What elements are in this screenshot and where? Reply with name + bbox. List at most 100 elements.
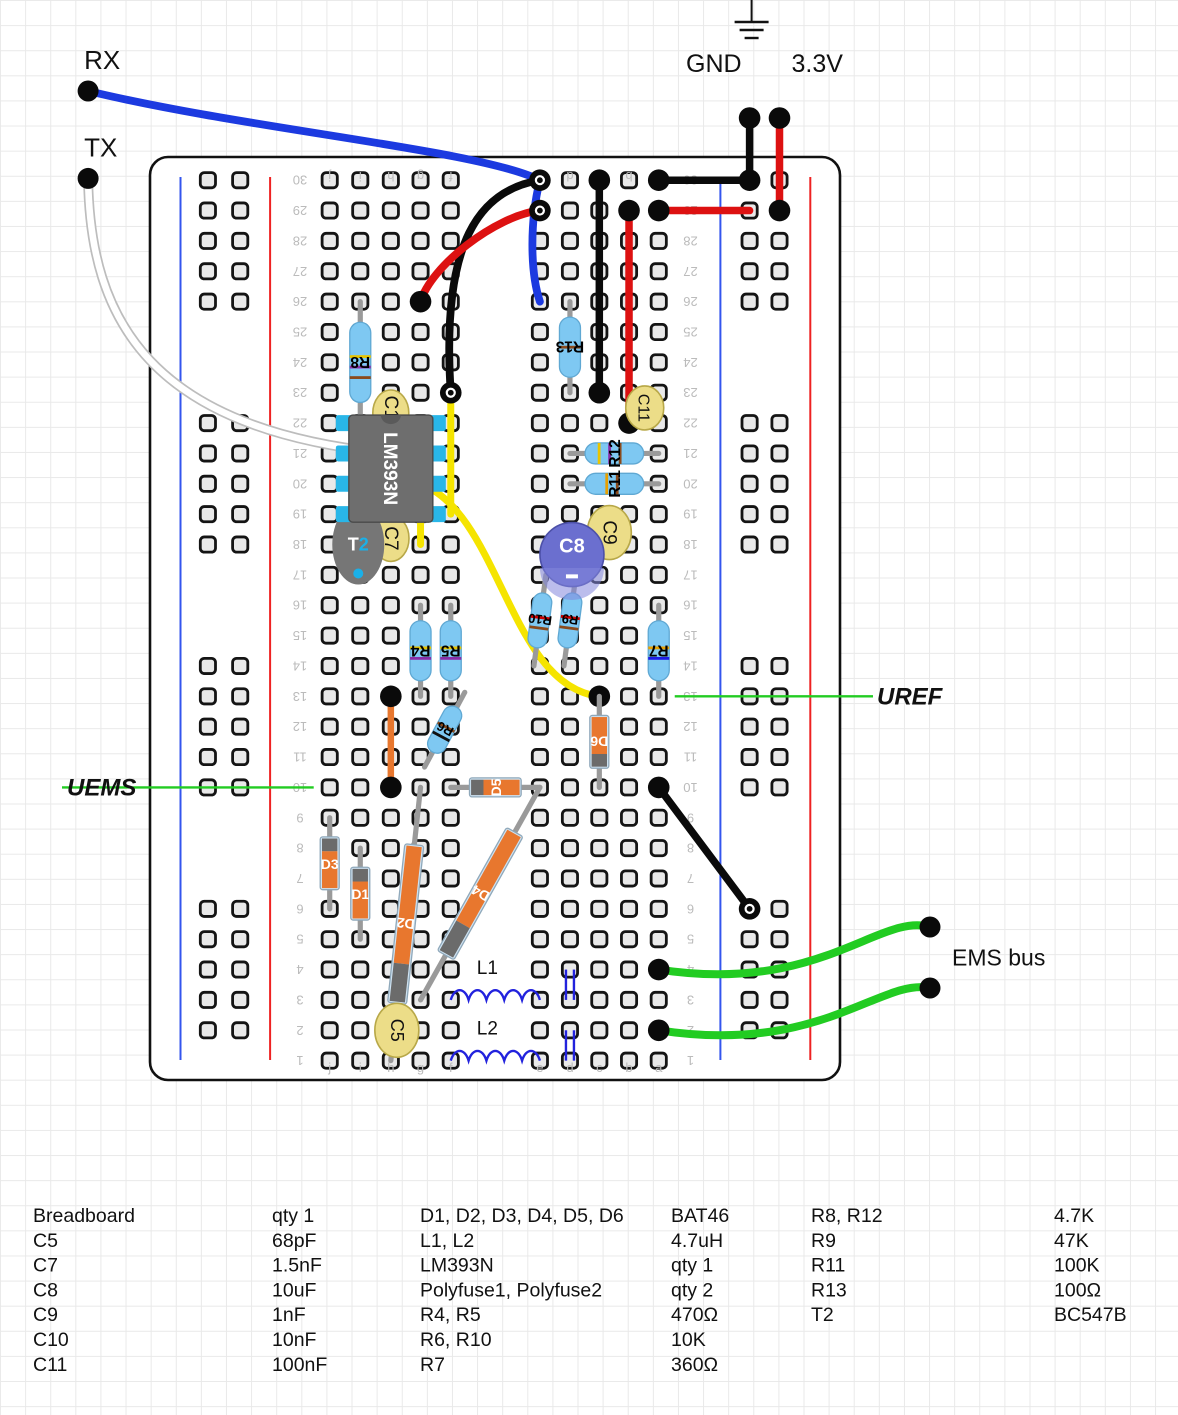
svg-text:T2: T2 — [811, 1304, 834, 1326]
svg-text:6: 6 — [687, 901, 694, 916]
svg-text:UREF: UREF — [877, 683, 944, 710]
svg-text:Polyfuse1, Polyfuse2: Polyfuse1, Polyfuse2 — [420, 1279, 602, 1301]
svg-text:h: h — [387, 169, 394, 184]
svg-text:5: 5 — [296, 932, 303, 947]
svg-text:e: e — [536, 1060, 543, 1075]
svg-text:10uF: 10uF — [272, 1279, 317, 1301]
svg-text:C10: C10 — [33, 1329, 69, 1351]
svg-text:7: 7 — [687, 871, 694, 886]
svg-text:R7: R7 — [420, 1354, 445, 1376]
svg-text:22: 22 — [683, 416, 697, 431]
svg-text:R13: R13 — [811, 1279, 847, 1301]
svg-text:a: a — [655, 1060, 663, 1075]
svg-text:22: 22 — [293, 416, 307, 431]
svg-text:D5: D5 — [488, 778, 504, 796]
svg-text:RX: RX — [84, 45, 120, 75]
svg-text:LM393N: LM393N — [420, 1255, 494, 1277]
svg-text:11: 11 — [684, 750, 698, 765]
svg-text:11: 11 — [293, 750, 307, 765]
svg-text:28: 28 — [683, 233, 697, 248]
svg-text:TX: TX — [84, 132, 117, 162]
svg-text:6: 6 — [296, 901, 303, 916]
svg-text:R11: R11 — [811, 1255, 845, 1277]
svg-text:R4, R5: R4, R5 — [420, 1304, 481, 1326]
svg-text:4.7K: 4.7K — [1054, 1205, 1094, 1227]
svg-text:C7: C7 — [33, 1255, 58, 1277]
svg-text:360Ω: 360Ω — [671, 1354, 718, 1376]
svg-text:f: f — [449, 1060, 453, 1075]
svg-text:26: 26 — [293, 294, 307, 309]
svg-text:14: 14 — [293, 658, 307, 673]
svg-text:d: d — [566, 169, 573, 184]
svg-text:12: 12 — [683, 719, 697, 734]
svg-text:i: i — [359, 1060, 362, 1075]
svg-text:1nF: 1nF — [272, 1304, 306, 1326]
svg-text:R11: R11 — [607, 470, 624, 498]
svg-text:g: g — [417, 1060, 424, 1075]
svg-text:7: 7 — [296, 871, 303, 886]
svg-text:R9: R9 — [811, 1230, 836, 1252]
svg-text:14: 14 — [683, 658, 697, 673]
svg-text:47K: 47K — [1054, 1230, 1089, 1252]
svg-text:D1: D1 — [351, 886, 369, 902]
svg-text:R12: R12 — [607, 439, 624, 467]
svg-text:2: 2 — [296, 1023, 303, 1038]
svg-text:C8: C8 — [33, 1279, 58, 1301]
svg-text:470Ω: 470Ω — [671, 1304, 718, 1326]
svg-text:18: 18 — [683, 537, 697, 552]
svg-text:18: 18 — [293, 537, 307, 552]
svg-text:23: 23 — [293, 385, 307, 400]
svg-text:EMS bus: EMS bus — [952, 945, 1045, 971]
svg-text:23: 23 — [683, 385, 697, 400]
svg-text:C8: C8 — [559, 536, 585, 558]
svg-text:d: d — [566, 1060, 573, 1075]
svg-text:27: 27 — [293, 264, 307, 279]
svg-text:L1, L2: L1, L2 — [420, 1230, 474, 1252]
svg-text:b: b — [625, 169, 632, 184]
svg-text:29: 29 — [293, 203, 307, 218]
svg-text:3.3V: 3.3V — [792, 50, 844, 78]
svg-text:30: 30 — [293, 173, 307, 188]
svg-text:17: 17 — [683, 567, 697, 582]
svg-text:100Ω: 100Ω — [1054, 1279, 1101, 1301]
svg-text:1: 1 — [296, 1053, 303, 1068]
svg-text:R8, R12: R8, R12 — [811, 1205, 883, 1227]
svg-text:26: 26 — [683, 294, 697, 309]
svg-text:LM393N: LM393N — [379, 432, 400, 505]
svg-text:24: 24 — [683, 355, 697, 370]
svg-text:13: 13 — [293, 689, 307, 704]
svg-text:C11: C11 — [635, 394, 652, 422]
svg-text:19: 19 — [683, 507, 697, 522]
svg-text:15: 15 — [293, 628, 307, 643]
svg-text:R4: R4 — [410, 641, 430, 658]
svg-text:R10: R10 — [527, 610, 553, 628]
svg-text:qty 1: qty 1 — [272, 1205, 314, 1227]
svg-text:1: 1 — [687, 1053, 694, 1068]
svg-text:100K: 100K — [1054, 1255, 1100, 1277]
svg-text:10nF: 10nF — [272, 1329, 317, 1351]
svg-text:16: 16 — [293, 598, 307, 613]
svg-text:R13: R13 — [555, 338, 584, 355]
svg-text:j: j — [327, 1060, 331, 1075]
svg-text:20: 20 — [293, 476, 307, 491]
svg-text:100nF: 100nF — [272, 1354, 327, 1376]
svg-text:c: c — [596, 1060, 603, 1075]
svg-text:f: f — [449, 169, 453, 184]
svg-text:21: 21 — [683, 446, 697, 461]
svg-text:T2: T2 — [348, 535, 369, 555]
svg-text:4: 4 — [296, 962, 303, 977]
svg-text:20: 20 — [683, 476, 697, 491]
svg-text:10K: 10K — [671, 1329, 706, 1351]
svg-text:68pF: 68pF — [272, 1230, 317, 1252]
svg-text:16: 16 — [683, 598, 697, 613]
svg-text:D3: D3 — [321, 856, 339, 872]
svg-text:5: 5 — [687, 932, 694, 947]
svg-text:qty 2: qty 2 — [671, 1279, 713, 1301]
svg-text:D2: D2 — [396, 915, 416, 933]
svg-text:24: 24 — [293, 355, 307, 370]
svg-text:C5: C5 — [33, 1230, 58, 1252]
svg-text:L2: L2 — [477, 1019, 498, 1040]
svg-text:g: g — [417, 169, 424, 184]
svg-text:R5: R5 — [440, 641, 460, 658]
svg-text:C5: C5 — [387, 1019, 407, 1042]
